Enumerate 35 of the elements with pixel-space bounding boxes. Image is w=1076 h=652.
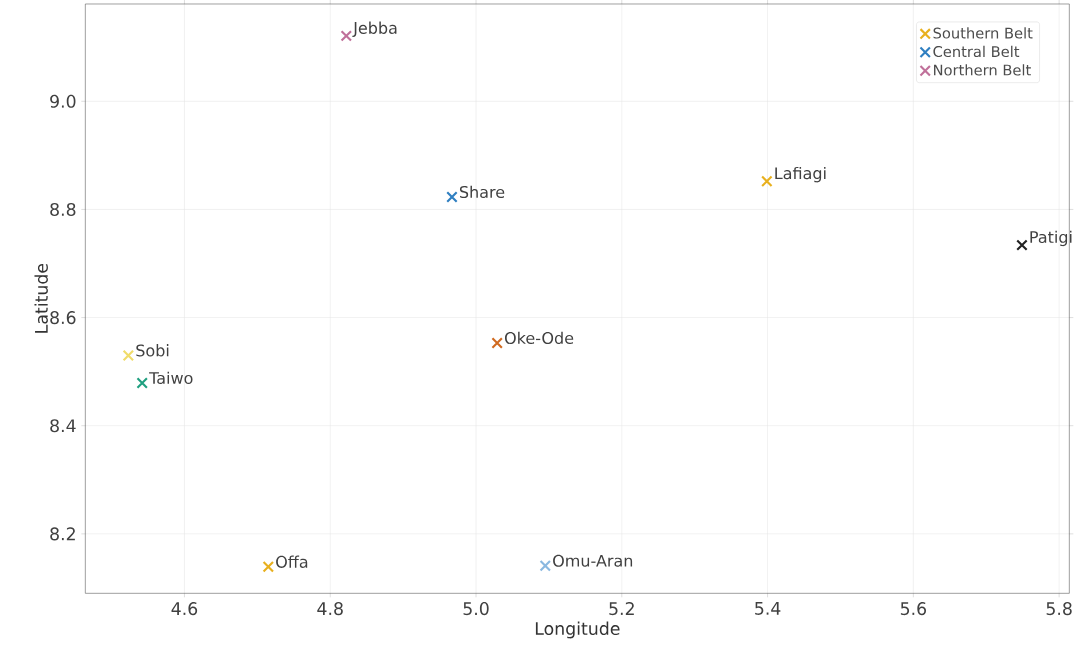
- point: [136, 377, 148, 389]
- point: [262, 561, 275, 573]
- annotation: Taiwo: [149, 371, 193, 385]
- legend-label: Central Belt: [933, 45, 1020, 58]
- annotation: Sobi: [136, 344, 169, 357]
- annotation: Lafiagi: [775, 166, 826, 183]
- x-axis-title: Longitude: [535, 621, 620, 639]
- annotation: Patigi: [1030, 230, 1072, 247]
- y-tick-label: 8.4: [50, 419, 76, 433]
- point: [446, 191, 458, 203]
- annotation: Oke-Ode: [504, 331, 574, 345]
- x-tick-label: 5.8: [1046, 602, 1072, 616]
- annotation: Omu-Aran: [553, 554, 633, 567]
- y-tick-label: 8.6: [50, 311, 76, 325]
- point: [122, 349, 135, 362]
- legend-label: Northern Belt: [934, 64, 1031, 76]
- annotation: Share: [459, 185, 505, 199]
- legend-label: Southern Belt: [933, 27, 1033, 39]
- y-tick-label: 9.0: [50, 94, 76, 108]
- point: [539, 559, 552, 572]
- x-tick-label: 5.4: [755, 602, 781, 615]
- point: [761, 175, 773, 188]
- annotation: Offa: [276, 555, 308, 568]
- x-tick-label: 5.2: [609, 602, 634, 616]
- x-tick-label: 5.0: [463, 602, 489, 616]
- point: [491, 337, 503, 349]
- x-tick-label: 4.6: [171, 602, 198, 616]
- x-tick-label: 5.6: [900, 602, 927, 616]
- annotation: Jebba: [352, 21, 397, 37]
- point: [1016, 239, 1028, 251]
- y-tick-label: 8.8: [50, 202, 76, 216]
- x-tick-label: 4.8: [317, 602, 343, 616]
- y-axis-title: Latitude: [34, 263, 48, 333]
- y-tick-label: 8.2: [50, 527, 75, 541]
- point: [340, 30, 353, 42]
